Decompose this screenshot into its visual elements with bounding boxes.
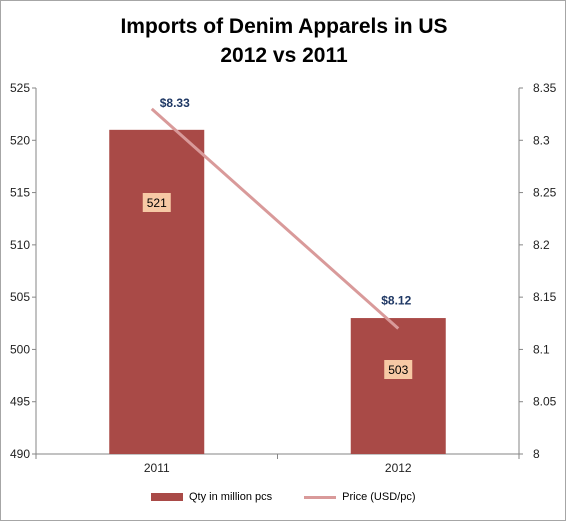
y-right-tick-label: 8.1 bbox=[533, 342, 550, 356]
x-tick-label: 2012 bbox=[385, 461, 412, 475]
y-left-tick-label: 515 bbox=[10, 186, 30, 200]
legend-item-qty: Qty in million pcs bbox=[151, 491, 272, 503]
y-right-tick-label: 8.25 bbox=[533, 186, 557, 200]
legend-label-qty: Qty in million pcs bbox=[189, 491, 273, 503]
price-data-label: $8.33 bbox=[160, 96, 190, 110]
price-line bbox=[150, 107, 400, 330]
y-left-tick-label: 490 bbox=[10, 447, 30, 461]
y-right-tick-label: 8.05 bbox=[533, 395, 557, 409]
y-left-tick-label: 495 bbox=[10, 395, 30, 409]
bar-value-label-bg bbox=[142, 193, 171, 212]
bar-value-label-bg bbox=[384, 360, 413, 379]
legend-swatch-price bbox=[304, 495, 337, 499]
y-left-tick-label: 520 bbox=[10, 133, 30, 147]
chart-title: Imports of Denim Apparels in US bbox=[120, 15, 448, 38]
y-right-tick-label: 8 bbox=[533, 447, 540, 461]
y-right-tick-label: 8.15 bbox=[533, 290, 557, 304]
x-tick-label: 2011 bbox=[144, 461, 170, 475]
legend-item-price: Price (USD/pc) bbox=[304, 491, 415, 503]
price-data-label: $8.12 bbox=[381, 294, 411, 308]
legend-label-price: Price (USD/pc) bbox=[342, 491, 416, 503]
chart-legend: Qty in million pcs Price (USD/pc) bbox=[151, 491, 447, 503]
y-left-tick-label: 525 bbox=[10, 81, 30, 95]
y-right-tick-label: 8.3 bbox=[533, 133, 550, 147]
bar-value-label: 521 bbox=[147, 196, 167, 210]
y-right-tick-label: 8.35 bbox=[533, 81, 557, 95]
y-left-tick-label: 510 bbox=[10, 238, 30, 252]
bar-value-label: 503 bbox=[388, 363, 408, 377]
bar-2012 bbox=[350, 318, 446, 454]
y-left-tick-label: 500 bbox=[10, 342, 30, 356]
y-right-tick-label: 8.2 bbox=[533, 238, 550, 252]
bar-2011 bbox=[109, 129, 205, 455]
legend-swatch-qty bbox=[151, 493, 183, 501]
chart-subtitle: 2012 vs 2011 bbox=[220, 44, 348, 67]
y-left-tick-label: 505 bbox=[10, 290, 30, 304]
